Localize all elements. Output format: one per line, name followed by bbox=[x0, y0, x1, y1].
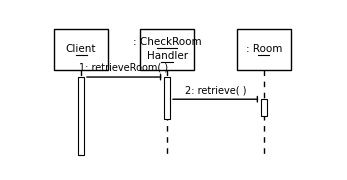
Text: 2: retrieve( ): 2: retrieve( ) bbox=[185, 85, 246, 95]
Text: Client: Client bbox=[66, 44, 96, 54]
Bar bbox=[78, 77, 84, 155]
Bar bbox=[164, 77, 170, 119]
Bar bbox=[54, 28, 108, 70]
Text: : CheckRoom: : CheckRoom bbox=[133, 37, 201, 47]
Bar bbox=[261, 99, 267, 116]
Text: Handler: Handler bbox=[146, 51, 188, 61]
Text: : Room: : Room bbox=[246, 44, 282, 54]
Text: 1: retrieveRoom( ): 1: retrieveRoom( ) bbox=[79, 63, 169, 73]
Bar bbox=[237, 28, 291, 70]
Bar bbox=[140, 28, 194, 70]
